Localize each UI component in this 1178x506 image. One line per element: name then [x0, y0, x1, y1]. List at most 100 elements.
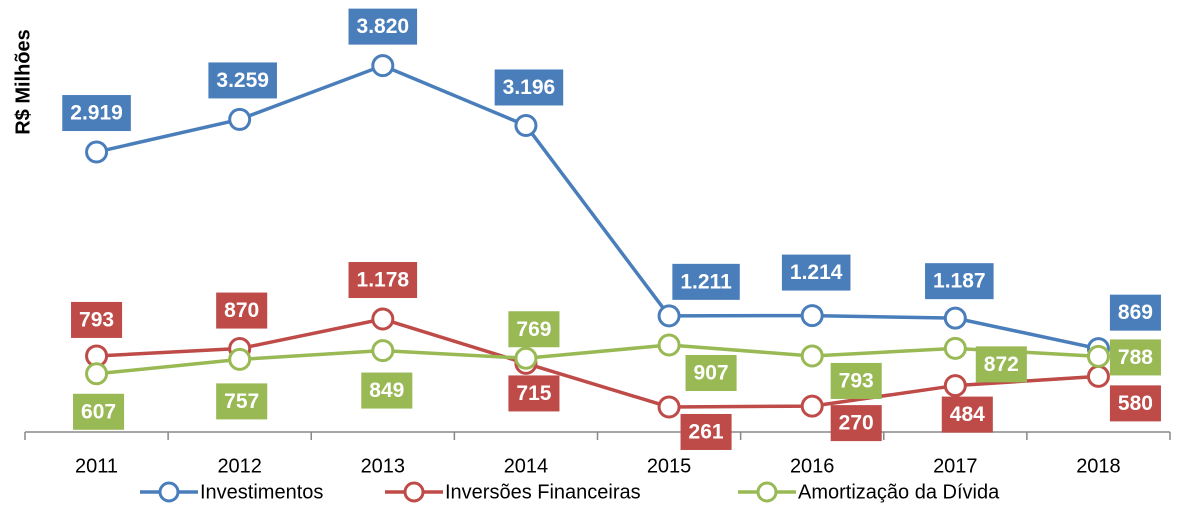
marker [943, 306, 967, 330]
marker [657, 333, 681, 357]
marker [800, 344, 824, 368]
data-label-text: 907 [694, 362, 729, 385]
data-label-box [73, 393, 125, 430]
x-tick-label: 2014 [504, 455, 549, 477]
data-label-box [508, 375, 560, 412]
marker [943, 374, 967, 398]
data-label-text: 793 [79, 308, 114, 331]
data-label: 1.211 [672, 263, 740, 300]
data-label-text: 3.820 [357, 15, 410, 38]
data-label-box [1109, 294, 1161, 331]
data-label-box [1109, 385, 1161, 422]
data-label-text: 870 [224, 299, 259, 322]
marker [371, 339, 395, 363]
data-label: 1.214 [781, 254, 851, 291]
marker [371, 307, 395, 331]
data-label-box [941, 396, 993, 433]
data-label: 793 [71, 301, 123, 338]
data-label-box [1109, 339, 1161, 376]
data-label-text: 1.211 [680, 270, 732, 293]
data-label-text: 793 [839, 369, 874, 392]
series-line [96, 343, 1099, 376]
legend-label: Amortização da Dívida [798, 481, 1000, 503]
marker [228, 347, 252, 371]
data-label: 484 [941, 396, 993, 433]
data-label-box [348, 8, 418, 45]
data-label: 715 [508, 375, 560, 412]
marker [514, 346, 538, 370]
data-label: 907 [685, 355, 737, 392]
data-label-box [781, 254, 851, 291]
data-label: 607 [73, 393, 125, 430]
data-label-text: 757 [224, 390, 259, 413]
x-tick-label: 2011 [75, 455, 118, 477]
data-label-box [208, 62, 277, 99]
data-label: 872 [975, 346, 1027, 383]
data-label-box [508, 311, 560, 348]
data-label-box [672, 263, 740, 300]
marker [1086, 364, 1110, 388]
data-label-box [361, 372, 413, 409]
data-label-box [216, 383, 268, 420]
marker [800, 394, 824, 418]
x-tick-label: 2015 [647, 455, 692, 477]
data-label: 3.196 [494, 69, 564, 106]
data-label-box [975, 346, 1027, 383]
data-label: 3.259 [208, 62, 277, 99]
data-label: 849 [361, 372, 413, 409]
data-label-box [348, 262, 418, 299]
legend-label: Investimentos [200, 481, 323, 503]
data-label: 270 [830, 405, 882, 442]
data-label-box [830, 362, 882, 399]
data-label: 2.919 [62, 95, 131, 132]
data-label: 788 [1109, 339, 1161, 376]
data-label-box [71, 301, 123, 338]
marker [85, 362, 109, 386]
data-label-text: 580 [1118, 392, 1153, 415]
y-axis-label: R$ Milhões [12, 29, 34, 135]
x-tick-label: 2013 [361, 455, 406, 477]
marker [1086, 344, 1110, 368]
data-label-text: 3.259 [216, 69, 269, 92]
data-label: 869 [1109, 294, 1161, 331]
data-label-text: 869 [1118, 301, 1153, 324]
marker [943, 336, 967, 360]
x-tick-label: 2012 [217, 455, 262, 477]
data-label-box [62, 95, 131, 132]
data-label-text: 872 [984, 353, 1019, 376]
series-line [96, 317, 1099, 409]
data-label-text: 1.178 [357, 269, 410, 292]
legend-marker [403, 481, 425, 503]
data-label-text: 484 [950, 403, 985, 426]
x-tick-label: 2017 [933, 455, 978, 477]
data-label-text: 2.919 [70, 102, 123, 125]
legend-marker [756, 481, 778, 503]
marker [657, 395, 681, 419]
data-label-text: 261 [689, 421, 724, 444]
marker [371, 54, 395, 78]
series-line [96, 63, 1099, 351]
data-label: 757 [216, 383, 268, 420]
data-label: 3.820 [348, 8, 418, 45]
data-label-box [925, 263, 994, 300]
marker [800, 304, 824, 328]
data-label-text: 715 [516, 382, 551, 405]
data-label-box [494, 69, 564, 106]
marker [85, 140, 109, 164]
data-label-box [680, 413, 732, 450]
data-label: 261 [680, 413, 732, 450]
data-label-text: 607 [81, 400, 116, 423]
data-label: 870 [216, 292, 268, 329]
data-label-box [216, 292, 268, 329]
data-label-text: 1.187 [933, 270, 986, 293]
marker [657, 304, 681, 328]
data-label-box [685, 355, 737, 392]
data-label-text: 3.196 [503, 76, 556, 99]
marker [228, 107, 252, 131]
legend-label: Inversões Financeiras [445, 481, 641, 503]
data-label: 1.187 [925, 263, 994, 300]
data-label-text: 849 [369, 379, 404, 402]
x-tick-label: 2016 [790, 455, 835, 477]
data-label-text: 788 [1118, 346, 1153, 369]
